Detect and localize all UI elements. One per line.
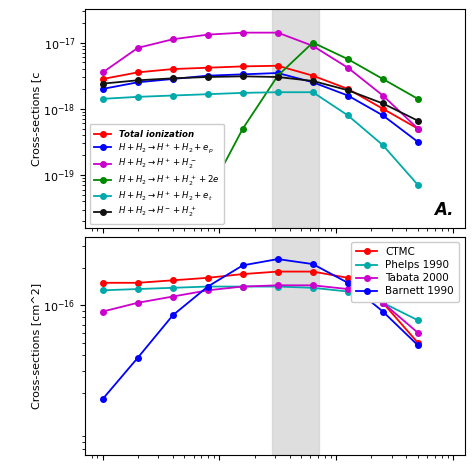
- Text: A.: A.: [434, 201, 453, 219]
- Text: $10^{-15}$: $10^{-15}$: [104, 210, 133, 224]
- Bar: [272, 9, 319, 228]
- Legend: $\bfit{Total\ ionization}$, $H + H_2 \rightarrow H^+ + H_2 + e_p$, $H + H_2 \rig: $\bfit{Total\ ionization}$, $H + H_2 \ri…: [90, 124, 224, 224]
- Legend: CTMC, Phelps 1990, Tabata 2000, Barnett 1990: CTMC, Phelps 1990, Tabata 2000, Barnett …: [351, 242, 459, 301]
- Bar: [272, 237, 319, 455]
- Y-axis label: Cross-sections [c: Cross-sections [c: [31, 72, 41, 166]
- Y-axis label: Cross-sections [cm^2]: Cross-sections [cm^2]: [31, 283, 41, 409]
